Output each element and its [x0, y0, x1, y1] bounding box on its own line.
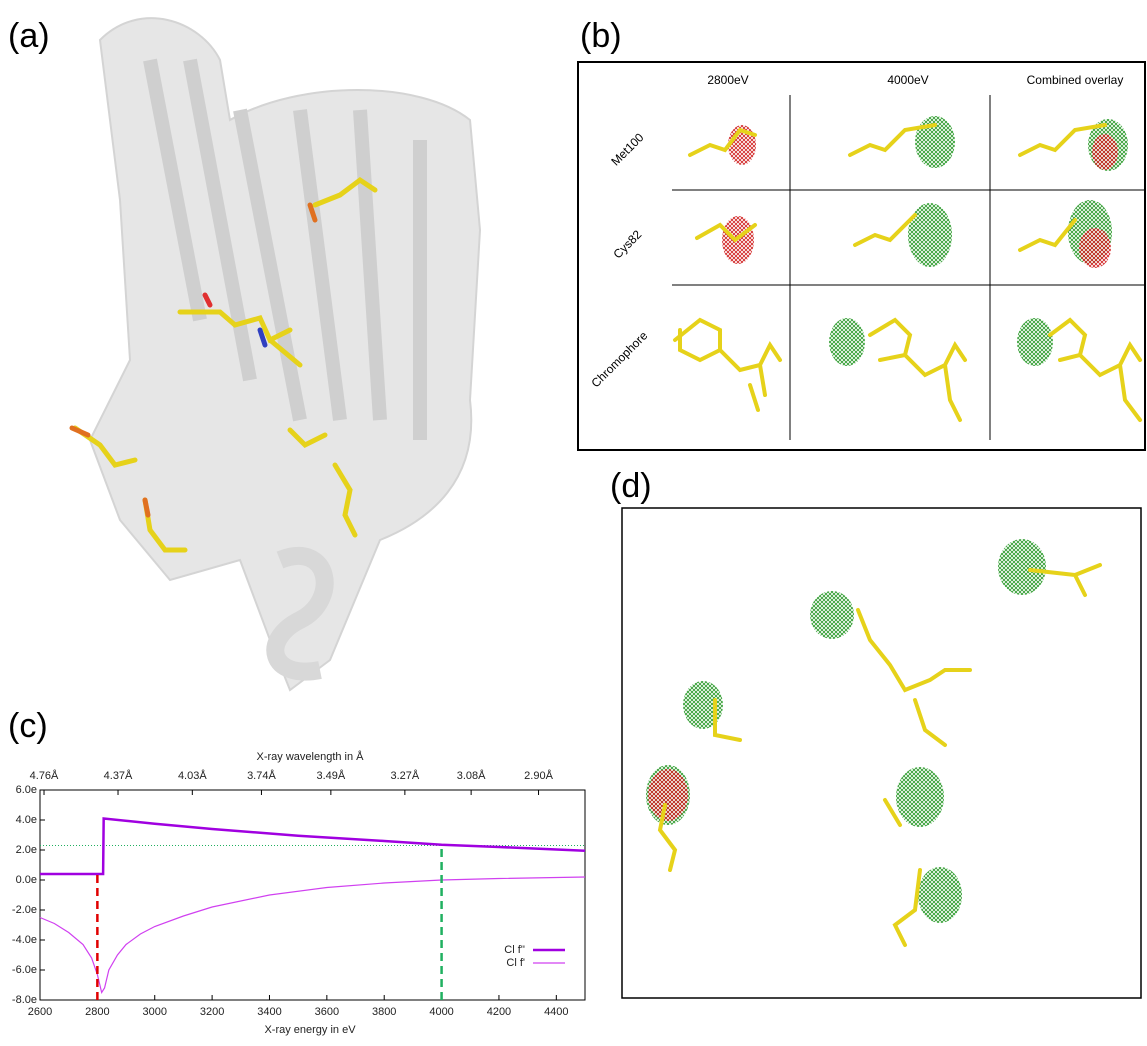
- x-tick-label: 2600: [28, 1006, 52, 1018]
- x-axis-title: X-ray energy in eV: [264, 1024, 356, 1036]
- series-line: [39, 876, 586, 995]
- x-tick-label: 2800: [85, 1006, 109, 1018]
- panel-label: (d): [610, 467, 652, 505]
- x2-tick-label: 4.37Å: [104, 769, 133, 782]
- x2-tick-label: 3.08Å: [457, 769, 486, 782]
- y-tick-label: 0.0e: [16, 874, 37, 886]
- y-tick-label: -2.0e: [12, 904, 37, 916]
- x2-tick-label: 3.27Å: [390, 769, 419, 782]
- x-tick-label: 3400: [257, 1006, 281, 1018]
- column-header: 2800eV: [707, 73, 748, 87]
- column-header: Combined overlay: [1027, 73, 1124, 87]
- x2-tick-label: 3.74Å: [247, 769, 276, 782]
- panel-label: (a): [8, 17, 50, 55]
- x2-tick-label: 4.03Å: [178, 769, 207, 782]
- row-header: Met100: [608, 130, 646, 168]
- row-header: Cys82: [610, 227, 644, 261]
- panel-frame: [577, 61, 1146, 451]
- series-line: [40, 817, 586, 876]
- x2-axis-title: X-ray wavelength in Å: [257, 750, 365, 763]
- legend-label: Cl f'': [504, 944, 525, 956]
- column-header: 4000eV: [887, 73, 928, 87]
- panel-label: (b): [580, 17, 622, 55]
- y-tick-label: -8.0e: [12, 994, 37, 1006]
- panel-frame: [621, 507, 1142, 999]
- x2-tick-label: 2.90Å: [524, 769, 553, 782]
- x2-tick-label: 3.49Å: [316, 769, 345, 782]
- y-tick-label: 2.0e: [16, 844, 37, 856]
- y-tick-label: 4.0e: [16, 814, 37, 826]
- table-grid: [672, 95, 1145, 440]
- chart: 2600 2800 3000 3200 3400 3600 3800 4000 4200 4400…: [12, 769, 586, 1018]
- x-tick-label: 3200: [200, 1006, 224, 1018]
- row-header: Chromophore: [589, 328, 651, 390]
- legend-label: Cl f': [506, 957, 525, 969]
- y-tick-label: -4.0e: [12, 934, 37, 946]
- y-tick-label: 6.0e: [16, 784, 37, 796]
- x-tick-label: 4000: [429, 1006, 453, 1018]
- x-tick-label: 4400: [544, 1006, 568, 1018]
- x2-tick-label: 4.76Å: [30, 769, 59, 782]
- x-tick-label: 3800: [372, 1006, 396, 1018]
- side-chains: [657, 123, 1142, 947]
- panel-label: (c): [8, 707, 48, 745]
- x-tick-label: 3000: [142, 1006, 166, 1018]
- plot-frame: [39, 789, 586, 1001]
- y-tick-label: -6.0e: [12, 964, 37, 976]
- x-tick-label: 3600: [315, 1006, 339, 1018]
- density-maps: [646, 116, 1128, 923]
- x-tick-label: 4200: [487, 1006, 511, 1018]
- side-chains: [69, 176, 378, 553]
